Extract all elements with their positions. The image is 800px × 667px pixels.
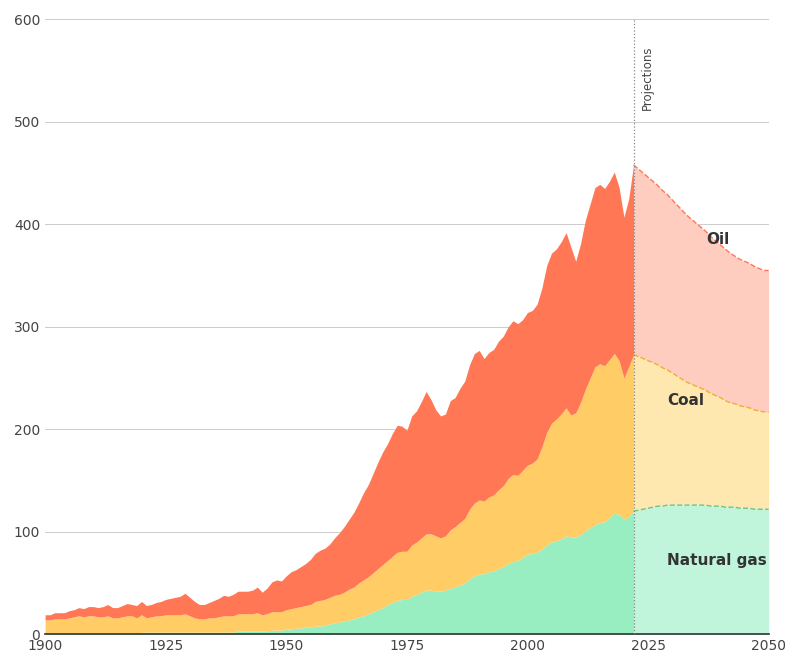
Text: Projections: Projections xyxy=(641,45,654,109)
Text: Oil: Oil xyxy=(706,232,729,247)
Text: Coal: Coal xyxy=(667,393,704,408)
Text: Natural gas: Natural gas xyxy=(667,553,767,568)
